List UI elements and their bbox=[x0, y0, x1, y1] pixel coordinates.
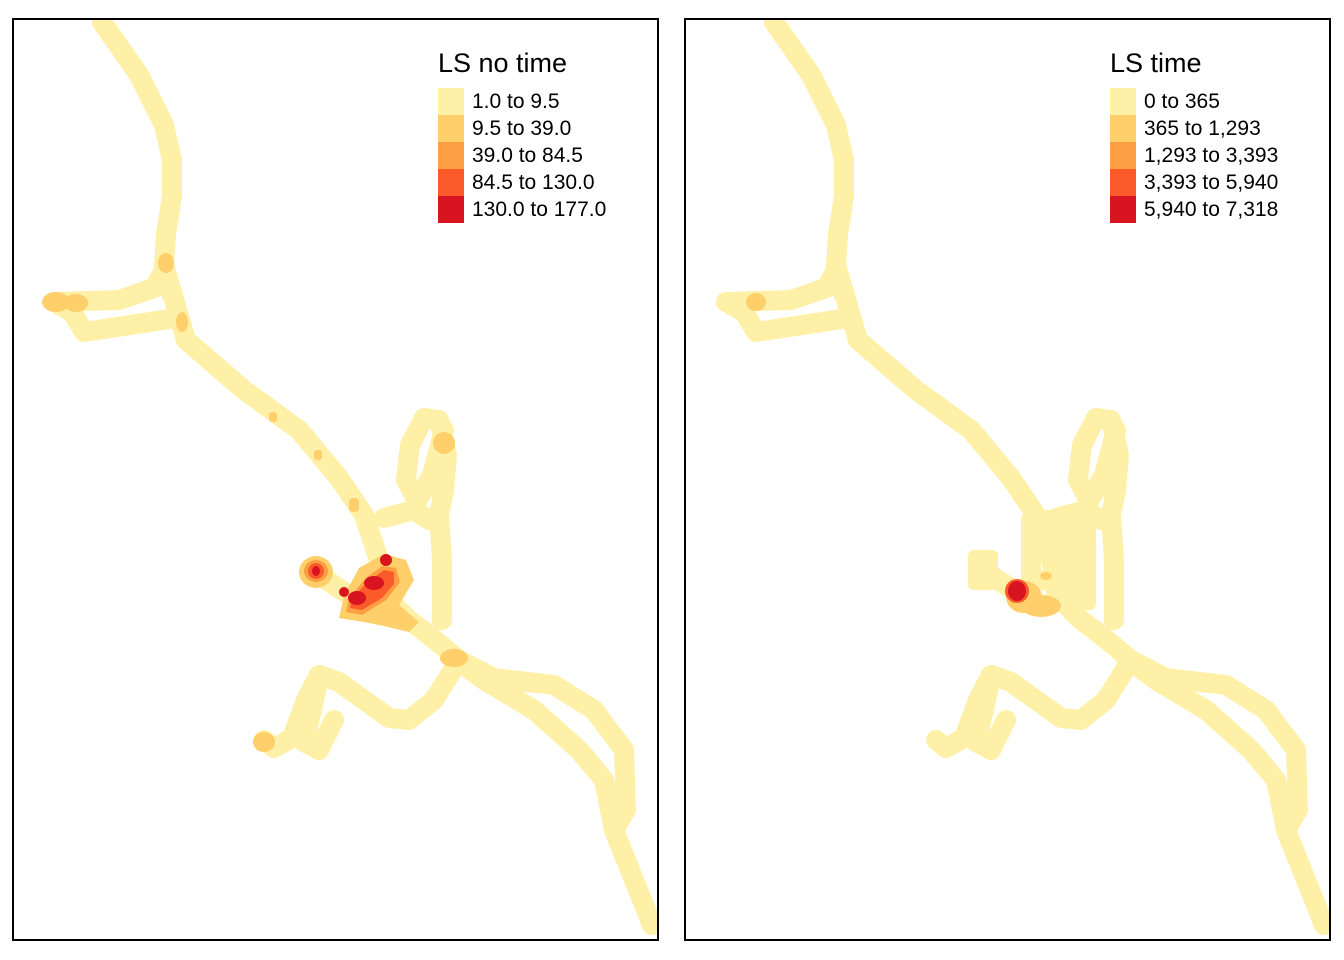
track-lines-base bbox=[44, 20, 657, 935]
legend-item: 39.0 to 84.5 bbox=[438, 142, 606, 169]
legend-label: 9.5 to 39.0 bbox=[472, 117, 572, 140]
legend-swatch bbox=[438, 115, 464, 142]
legend-item: 1.0 to 9.5 bbox=[438, 88, 606, 115]
legend-item: 5,940 to 7,318 bbox=[1110, 196, 1278, 223]
legend-item: 1,293 to 3,393 bbox=[1110, 142, 1278, 169]
legend-item: 84.5 to 130.0 bbox=[438, 169, 606, 196]
legend-label: 1.0 to 9.5 bbox=[472, 90, 560, 113]
legend-item: 365 to 1,293 bbox=[1110, 115, 1278, 142]
legend-label: 3,393 to 5,940 bbox=[1144, 171, 1279, 194]
track-map bbox=[42, 20, 657, 935]
legend-item: 3,393 to 5,940 bbox=[1110, 169, 1278, 196]
density-peak bbox=[312, 554, 392, 605]
legend-title: LS time bbox=[1110, 48, 1202, 78]
legend-item: 130.0 to 177.0 bbox=[438, 196, 606, 223]
legend-swatch bbox=[1110, 196, 1136, 223]
legend: LS time 0 to 365 365 to 1,293 1,293 to 3… bbox=[1110, 48, 1278, 223]
legend-swatch bbox=[1110, 88, 1136, 115]
map-panel-ls-time: LS time 0 to 365 365 to 1,293 1,293 to 3… bbox=[684, 18, 1331, 941]
legend-swatch bbox=[438, 196, 464, 223]
legend: LS no time 1.0 to 9.5 9.5 to 39.0 39.0 t… bbox=[438, 48, 606, 223]
density-medium bbox=[746, 293, 1061, 617]
density-peak bbox=[1008, 581, 1026, 601]
legend-swatch bbox=[438, 88, 464, 115]
legend-swatch bbox=[1110, 142, 1136, 169]
legend-label: 0 to 365 bbox=[1144, 90, 1220, 113]
legend-label: 365 to 1,293 bbox=[1144, 117, 1261, 140]
map-panel-ls-no-time: LS no time 1.0 to 9.5 9.5 to 39.0 39.0 t… bbox=[12, 18, 659, 941]
legend-swatch bbox=[438, 169, 464, 196]
density-low-fill bbox=[968, 520, 1096, 610]
legend-title: LS no time bbox=[438, 48, 568, 78]
legend-item: 0 to 365 bbox=[1110, 88, 1278, 115]
track-map bbox=[716, 20, 1329, 935]
legend-label: 1,293 to 3,393 bbox=[1144, 144, 1279, 167]
legend-swatch bbox=[438, 142, 464, 169]
legend-swatch bbox=[1110, 169, 1136, 196]
legend-swatch bbox=[1110, 115, 1136, 142]
legend-item: 9.5 to 39.0 bbox=[438, 115, 606, 142]
legend-label: 130.0 to 177.0 bbox=[472, 198, 607, 221]
legend-label: 84.5 to 130.0 bbox=[472, 171, 595, 194]
legend-label: 39.0 to 84.5 bbox=[472, 144, 583, 167]
legend-label: 5,940 to 7,318 bbox=[1144, 198, 1279, 221]
